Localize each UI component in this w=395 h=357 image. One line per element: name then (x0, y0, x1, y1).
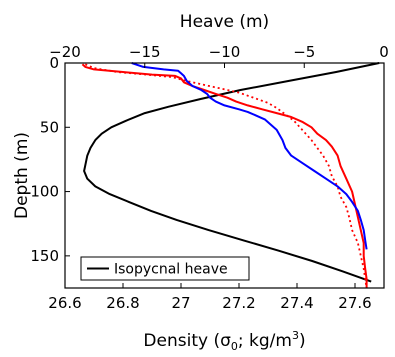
top-tick-label: −15 (129, 43, 161, 61)
bottom-tick-label: 27.4 (280, 294, 313, 312)
left-axis-ticks: 0 50 100 150 (30, 54, 70, 265)
bottom-tick-label: 27.6 (338, 294, 371, 312)
bottom-axis-title-units: ; kg/m (238, 331, 292, 351)
bottom-tick-label: 27 (171, 294, 190, 312)
bottom-axis-title-end: ) (299, 331, 306, 351)
series-line-1 (81, 63, 368, 288)
top-axis-title: Heave (m) (180, 12, 269, 32)
series-line-0 (83, 62, 380, 283)
y-axis-title: Depth (m) (12, 132, 32, 219)
series-line-2 (84, 63, 368, 289)
sigma-symbol: σ (220, 331, 231, 351)
bottom-axis-ticks: 26.6 26.8 27 27.2 27.4 27.6 (48, 283, 372, 312)
bottom-axis-title: Density (σ0; kg/m3) (143, 329, 305, 353)
bottom-tick-label: 26.8 (106, 294, 139, 312)
y-tick-label: 150 (30, 247, 59, 265)
legend-entry-isopycnal-heave: Isopycnal heave (114, 262, 228, 278)
legend-box (80, 256, 250, 281)
top-tick-label: −10 (209, 43, 241, 61)
sigma-subscript: 0 (231, 340, 238, 353)
legend: Isopycnal heave (80, 256, 250, 281)
top-tick-label: −5 (293, 43, 315, 61)
y-tick-label: 100 (30, 183, 59, 201)
y-tick-label: 0 (49, 54, 59, 72)
series-layer (81, 62, 380, 289)
series-line-3 (131, 62, 368, 250)
units-superscript: 3 (292, 329, 299, 342)
top-tick-label: 0 (379, 43, 389, 61)
bottom-axis-title-start: Density ( (143, 331, 220, 351)
top-tick-label: −20 (49, 43, 81, 61)
top-axis-ticks: −20 −15 −10 −5 0 (49, 43, 389, 68)
bottom-tick-label: 27.2 (222, 294, 255, 312)
bottom-tick-label: 26.6 (48, 294, 81, 312)
y-tick-label: 50 (40, 118, 59, 136)
